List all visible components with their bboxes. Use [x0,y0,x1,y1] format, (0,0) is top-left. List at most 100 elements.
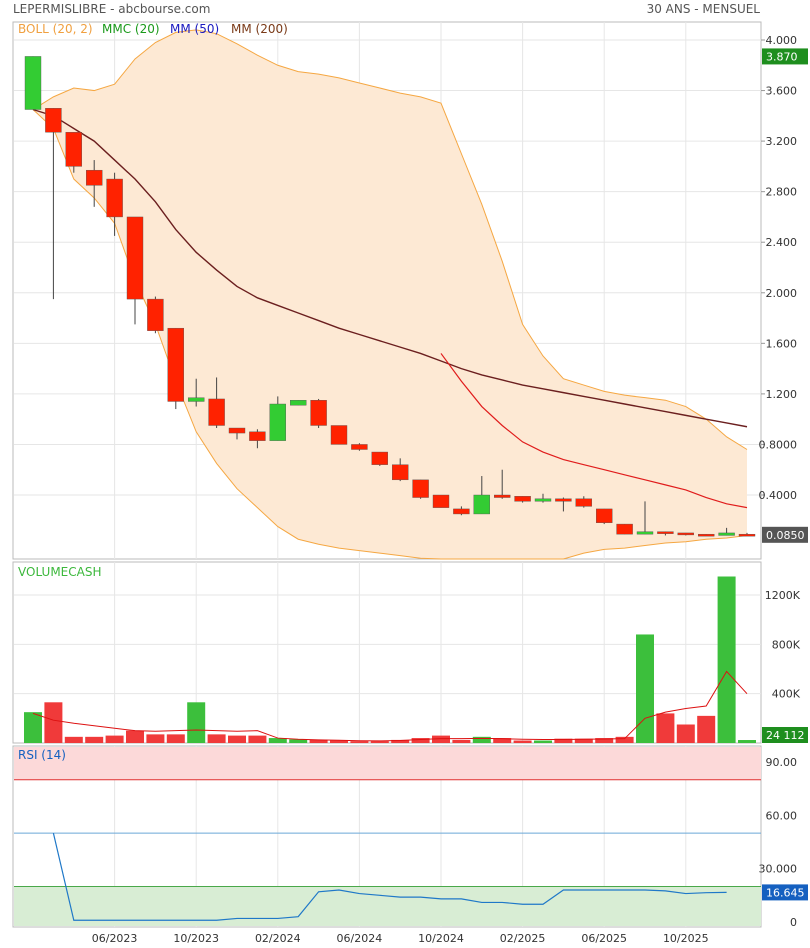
candle-body [453,508,470,515]
mm200-line [32,108,748,428]
candle-body [106,178,123,218]
candle-body [514,496,531,502]
x-tick-label: 06/2023 [92,932,138,945]
chart-period: 30 ANS - MENSUEL [647,2,761,16]
rsi-line [52,832,727,921]
volume-tick-label: 1200K [765,589,801,602]
price-top-badge-text: 3.870 [766,50,798,63]
rsi-last-badge [762,884,808,901]
volume-bar [350,741,369,743]
candle-body [24,56,42,110]
legend-mm200: MM (200) [231,22,288,36]
volume-bar [166,734,185,743]
volume-bar [105,735,124,743]
candle-body [249,431,266,441]
candle-body [432,494,450,508]
y-tick-label: 2.800 [766,186,798,199]
candle-body [657,531,674,534]
rsi-tick-label: 0 [790,916,797,929]
volume-bar [717,576,736,743]
candle-body [330,425,348,445]
volume-bar [432,735,450,743]
volume-last-badge [762,727,808,743]
x-tick-label: 10/2024 [418,932,464,945]
volume-bar [207,734,226,743]
volume-bar [330,740,348,743]
candle-body [738,533,756,537]
volume-bar [64,736,83,743]
candle-body [494,494,511,498]
candle-body [351,444,368,450]
bollinger-fill [33,29,747,559]
chart-title: LEPERMISLIBRE - abcbourse.com [13,2,210,16]
rsi-tick-label: 90.00 [766,756,798,769]
volume-bar [411,738,430,743]
candle-body [392,464,409,481]
x-tick-label: 06/2024 [337,932,383,945]
volume-bar [697,715,716,743]
rsi-panel [12,745,762,928]
mmc20-line [440,353,748,509]
axis-labels: 06/2023 10/2023 02/2024 06/2024 10/2024 02/20… [92,34,801,945]
y-tick-label: 1.600 [766,337,798,350]
volume-bar [126,730,144,743]
candle-body [187,397,205,402]
candle-body [85,169,103,186]
volume-bar [24,712,42,743]
y-tick-label: 1.200 [766,388,798,401]
candle-body [228,427,246,434]
legend-boll: BOLL (20, 2) [18,22,93,36]
candle-body [269,403,286,441]
rsi-tick-label: 60.00 [766,809,798,822]
candlestick-series [24,56,756,537]
volume-tick-label: 400K [772,688,801,701]
volume-bar [452,739,471,743]
rsi-series [14,747,761,926]
volume-bar [574,738,593,743]
x-tick-label: 02/2025 [500,932,546,945]
x-tick-label: 10/2025 [663,932,709,945]
y-tick-label: 0.8000 [759,438,798,451]
candle-body [616,523,633,535]
rsi-overbought-zone [14,747,761,780]
volume-bar [228,735,246,743]
price-top-badge [762,48,808,65]
y-tick-label: 3.200 [766,135,798,148]
volume-bar [472,736,491,743]
y-tick-label: 3.600 [766,85,798,98]
volume-bar [391,739,410,743]
x-tick-label: 06/2025 [581,932,627,945]
x-tick-label: 10/2023 [173,932,219,945]
volume-bar [289,739,308,743]
volume-bar [636,634,654,743]
legend-mmc: MMC (20) [102,22,160,36]
y-tick-label: 4.000 [766,34,798,47]
candle-body [534,498,552,502]
volume-last-badge-text: 24 112 [766,729,805,742]
volume-bar [595,738,614,743]
volume-average-line [32,670,748,742]
candle-body [126,216,144,300]
volume-bar [85,736,104,743]
candle-body [208,398,225,426]
rsi-oversold-zone [14,886,761,926]
volume-bar [268,738,287,743]
volume-tick-label: 800K [772,638,801,651]
legend-mm50: MM (50) [170,22,219,36]
rsi-legend: RSI (14) [18,748,66,762]
volume-bar [738,740,756,743]
volume-bar [370,741,389,743]
volume-bar [513,740,532,743]
price-last-badge [762,526,808,543]
candle-body [575,498,592,507]
rsi-tick-label: 30.000 [759,863,798,876]
candle-body [371,451,388,465]
candle-body [718,532,735,536]
candle-body [310,400,327,426]
candle-body [45,108,62,133]
candle-body [555,498,572,502]
volume-bar [44,702,63,743]
volume-legend: VOLUMECASH [18,565,101,579]
candle-body [412,479,429,498]
